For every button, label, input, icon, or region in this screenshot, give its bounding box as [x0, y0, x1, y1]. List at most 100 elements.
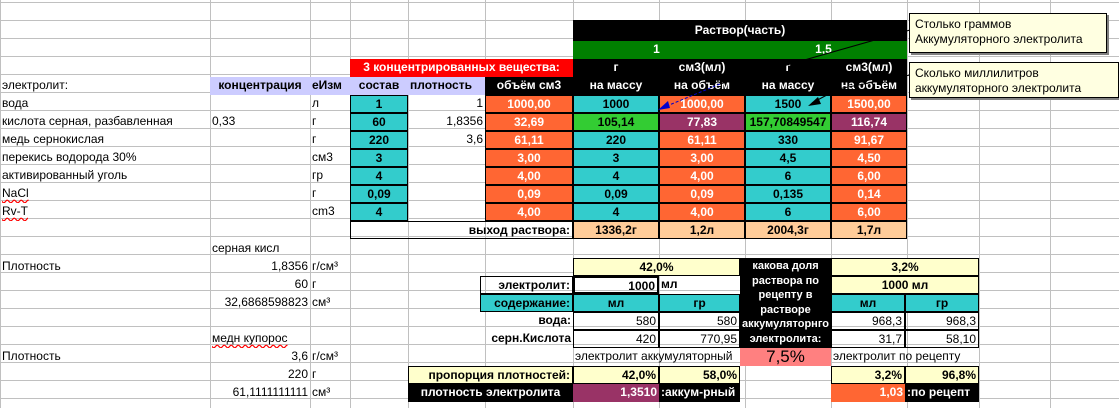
row-volume-2[interactable]: 91,67	[831, 131, 907, 149]
row-volume-2[interactable]: 6,00	[831, 203, 907, 221]
row-volume[interactable]: 4,00	[485, 203, 573, 221]
row-sostav[interactable]: 220	[350, 131, 408, 149]
row-volume-1[interactable]: 4,00	[659, 167, 745, 185]
mass-unit-2: г	[312, 367, 317, 381]
density-value-1[interactable]: 1,8356	[271, 259, 308, 273]
sulfuric-title: серная кисл	[212, 241, 280, 255]
row-volume[interactable]: 0,09	[485, 185, 573, 203]
row-volume-1[interactable]: 77,83	[659, 113, 745, 131]
row-volume-1[interactable]: 61,11	[659, 131, 745, 149]
output-mass-1[interactable]: 1336,2г	[573, 221, 659, 239]
row-sostav[interactable]: 60	[350, 113, 408, 131]
row-sostav[interactable]: 3	[350, 149, 408, 167]
density-recipe-value[interactable]: 1,03	[831, 384, 905, 402]
electrolyte-recipe-label: электролит по рецепту	[833, 349, 961, 363]
row-volume-2[interactable]: 116,74	[831, 113, 907, 131]
row-density[interactable]: 3,6	[466, 132, 483, 146]
electrolyte-battery-label: электролит аккумуляторный	[575, 349, 733, 363]
row-mass-2[interactable]: 330	[745, 131, 831, 149]
mass-value-2[interactable]: 220	[287, 367, 308, 381]
water-gr-1[interactable]: 580	[659, 312, 740, 330]
comment-arrow-1	[719, 29, 911, 85]
density-unit-1: г/см³	[312, 259, 338, 273]
row-mass-1[interactable]: 4	[573, 203, 659, 221]
row-mass-2[interactable]: 0,135	[745, 185, 831, 203]
row-volume-1[interactable]: 4,00	[659, 203, 745, 221]
row-mass-1[interactable]: 1000	[573, 95, 659, 113]
comment-note-ml[interactable]: Сколько миллилитров аккумуляторного элек…	[909, 62, 1119, 98]
row-mass-2[interactable]: 4,5	[745, 149, 831, 167]
grid-v-line	[310, 0, 311, 408]
battery-acid-percent[interactable]: 42,0%	[573, 258, 740, 276]
content-gr-header: гр	[659, 294, 740, 312]
row-volume-2[interactable]: 4,50	[831, 149, 907, 167]
row-volume[interactable]: 1000,00	[485, 95, 573, 113]
col-volume-1: на объём	[659, 77, 745, 95]
grid-h-line	[0, 56, 1119, 57]
output-volume-2[interactable]: 1,7л	[831, 221, 907, 239]
row-volume-2[interactable]: 6,00	[831, 167, 907, 185]
row-mass-1[interactable]: 0,09	[573, 185, 659, 203]
row-mass-1[interactable]: 105,14	[573, 113, 659, 131]
grid-h-line	[0, 344, 1119, 345]
row-volume[interactable]: 32,69	[485, 113, 573, 131]
row-volume-2[interactable]: 1500,00	[831, 95, 907, 113]
recipe-electrolyte-volume[interactable]: 1000 мл	[831, 276, 979, 294]
acid-gr-2[interactable]: 58,10	[905, 330, 979, 348]
water-ml-1[interactable]: 580	[573, 312, 659, 330]
output-label: выход раствора:	[350, 221, 573, 239]
content-label: содержание:	[480, 294, 573, 312]
col-volume-cm3: объём см3	[485, 77, 573, 95]
row-concentration[interactable]: 0,33	[212, 114, 236, 128]
proportion-1a[interactable]: 42,0%	[573, 366, 659, 384]
acid-gr-1[interactable]: 770,95	[659, 330, 740, 348]
row-mass-1[interactable]: 220	[573, 131, 659, 149]
row-mass-2[interactable]: 6	[745, 167, 831, 185]
acid-ml-2[interactable]: 31,7	[831, 330, 905, 348]
recipe-acid-percent[interactable]: 3,2%	[831, 258, 979, 276]
row-volume-1[interactable]: 1000,00	[659, 95, 745, 113]
row-mass-2[interactable]: 1500	[745, 95, 831, 113]
volume-value-1[interactable]: 32,6868598823	[224, 295, 308, 309]
comment-note-grams[interactable]: Столько граммов Аккумуляторного электрол…	[909, 13, 1107, 53]
row-volume-2[interactable]: 0,14	[831, 185, 907, 203]
row-sostav[interactable]: 4	[350, 203, 408, 221]
part-1-header: 1	[573, 41, 740, 59]
row-volume-1[interactable]: 3,00	[659, 149, 745, 167]
row-name: Rv-T	[0, 203, 210, 221]
row-density[interactable]: 1,8356	[446, 114, 483, 128]
row-mass-1[interactable]: 3	[573, 149, 659, 167]
row-density[interactable]: 1	[476, 96, 483, 110]
row-sostav[interactable]: 4	[350, 167, 408, 185]
row-sostav[interactable]: 1	[350, 95, 408, 113]
proportion-2b[interactable]: 96,8%	[905, 366, 979, 384]
row-volume-1[interactable]: 0,09	[659, 185, 745, 203]
row-sostav[interactable]: 0,09	[350, 185, 408, 203]
row-volume[interactable]: 4,00	[485, 167, 573, 185]
density-value-2[interactable]: 3,6	[291, 349, 308, 363]
water-gr-2[interactable]: 968,3	[905, 312, 979, 330]
row-mass-2[interactable]: 157,70849547	[745, 113, 831, 131]
water-ml-2[interactable]: 968,3	[831, 312, 905, 330]
output-volume-1[interactable]: 1,2л	[659, 221, 745, 239]
row-unit: л	[312, 96, 320, 110]
density-recipe-note: :по рецепт	[905, 384, 979, 402]
row-volume[interactable]: 3,00	[485, 149, 573, 167]
grid-v-line	[907, 0, 908, 408]
proportion-2a[interactable]: 3,2%	[831, 366, 905, 384]
recipe-share-question: какова доля раствора по рецепту в раство…	[740, 258, 831, 348]
part-2-header: 1,5	[740, 41, 907, 59]
acid-ml-1[interactable]: 420	[573, 330, 659, 348]
output-mass-2[interactable]: 2004,3г	[745, 221, 831, 239]
row-mass-1[interactable]: 4	[573, 167, 659, 185]
row-volume[interactable]: 61,11	[485, 131, 573, 149]
density-battery-value[interactable]: 1,3510	[573, 384, 659, 402]
recipe-share-value[interactable]: 7,5%	[740, 348, 831, 366]
mass-value-1[interactable]: 60	[294, 277, 308, 291]
electrolyte-volume-input[interactable]: 1000	[573, 276, 659, 294]
row-mass-2[interactable]: 6	[745, 203, 831, 221]
volume-value-2[interactable]: 61,1111111111	[232, 385, 308, 399]
proportion-1b[interactable]: 58,0%	[659, 366, 740, 384]
row-unit: г	[312, 132, 317, 146]
